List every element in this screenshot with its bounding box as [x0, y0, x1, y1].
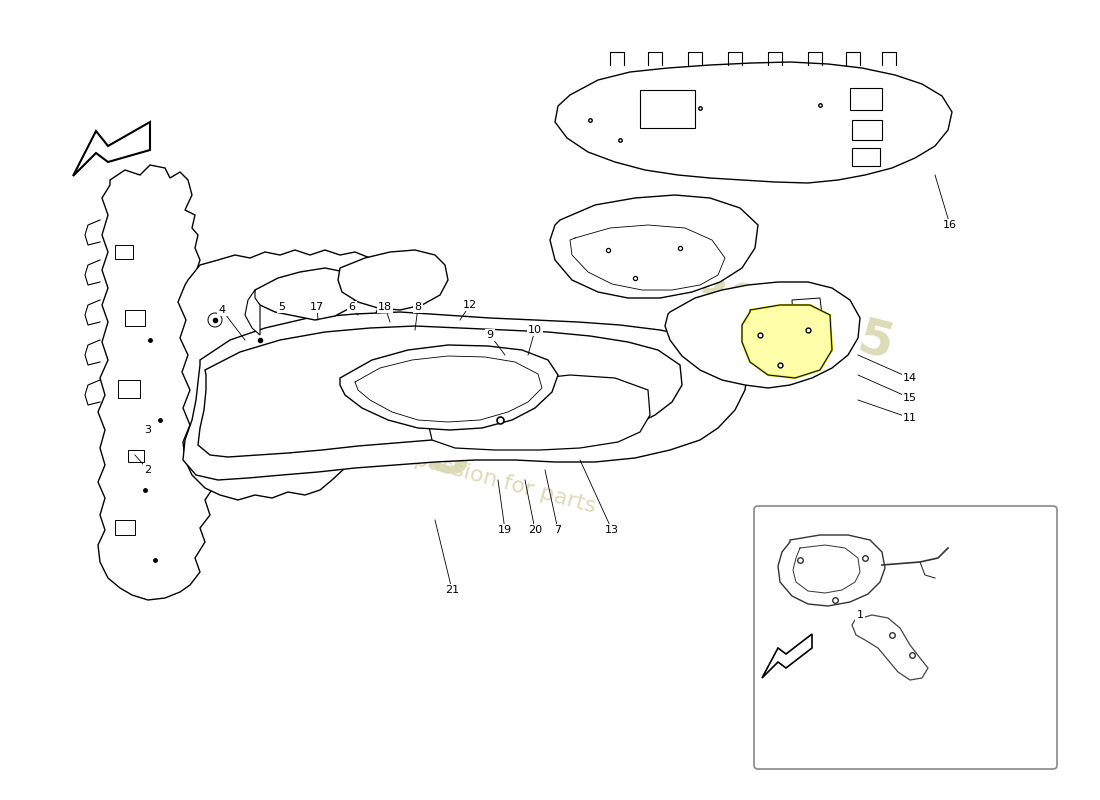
Polygon shape	[556, 62, 952, 183]
Text: 301985: 301985	[685, 270, 899, 370]
Bar	[116, 520, 135, 535]
Text: 16: 16	[943, 220, 957, 230]
Bar	[125, 310, 145, 326]
Text: elumens: elumens	[133, 338, 483, 494]
Bar	[852, 120, 882, 140]
Text: 17: 17	[310, 302, 324, 312]
Polygon shape	[666, 282, 860, 388]
Circle shape	[208, 313, 222, 327]
Polygon shape	[338, 250, 448, 310]
Polygon shape	[340, 345, 558, 430]
Bar	[128, 450, 144, 462]
Circle shape	[223, 423, 236, 437]
Polygon shape	[792, 298, 822, 317]
Text: 20: 20	[528, 525, 542, 535]
Text: 11: 11	[903, 413, 917, 423]
Text: 4: 4	[219, 305, 225, 315]
Text: 9: 9	[486, 330, 494, 340]
Text: 6: 6	[349, 302, 355, 312]
Text: 7: 7	[554, 525, 562, 535]
Polygon shape	[742, 305, 832, 378]
Polygon shape	[762, 634, 812, 678]
Polygon shape	[550, 195, 758, 298]
Polygon shape	[98, 165, 214, 600]
Bar	[640, 90, 695, 128]
Text: 15: 15	[903, 393, 917, 403]
Bar	[116, 245, 133, 259]
Polygon shape	[73, 122, 150, 176]
Text: 1: 1	[857, 610, 864, 620]
Polygon shape	[198, 326, 682, 457]
Circle shape	[253, 333, 267, 347]
Polygon shape	[183, 312, 748, 480]
Circle shape	[283, 443, 297, 457]
Text: 21: 21	[444, 585, 459, 595]
Polygon shape	[245, 290, 260, 335]
Polygon shape	[778, 535, 886, 606]
Polygon shape	[792, 348, 817, 364]
Text: 12: 12	[463, 300, 477, 310]
Bar	[850, 88, 882, 110]
Text: a passion for parts: a passion for parts	[392, 443, 598, 517]
Polygon shape	[790, 323, 820, 342]
Text: 19: 19	[498, 525, 513, 535]
Text: 3: 3	[144, 425, 152, 435]
Polygon shape	[428, 375, 650, 450]
Text: 2: 2	[144, 465, 152, 475]
Polygon shape	[852, 615, 928, 680]
Text: 18: 18	[378, 302, 392, 312]
Polygon shape	[253, 268, 358, 320]
Circle shape	[293, 353, 307, 367]
Bar	[118, 380, 140, 398]
Text: 13: 13	[605, 525, 619, 535]
Polygon shape	[178, 250, 385, 500]
FancyBboxPatch shape	[754, 506, 1057, 769]
Text: 8: 8	[415, 302, 421, 312]
Bar	[852, 148, 880, 166]
Text: 10: 10	[528, 325, 542, 335]
Text: 14: 14	[903, 373, 917, 383]
Text: 5: 5	[278, 302, 286, 312]
